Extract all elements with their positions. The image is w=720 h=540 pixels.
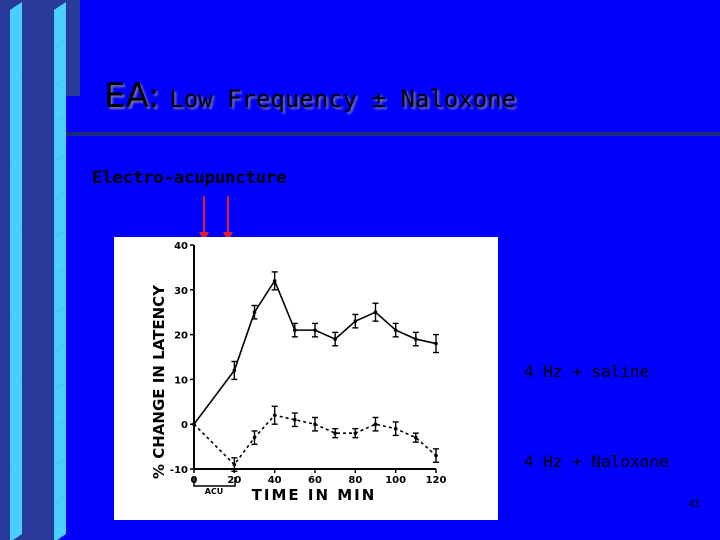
stripe-left xyxy=(10,192,22,238)
y-tick-label: 0 xyxy=(181,420,188,431)
legend-naloxone: 4 Hz + Naloxone xyxy=(524,452,669,471)
stripe-right xyxy=(54,154,66,200)
y-tick-label: 30 xyxy=(174,286,188,297)
data-point xyxy=(333,431,337,435)
data-point xyxy=(272,413,277,418)
y-tick-label: -10 xyxy=(170,465,188,476)
y-tick-label: 20 xyxy=(174,331,188,342)
data-point xyxy=(353,431,358,435)
stripe-left xyxy=(10,306,22,352)
latency-chart: % CHANGE IN LATENCY 40 30 20 10 0 -10 0 20 40 60… xyxy=(114,237,498,520)
data-point xyxy=(373,310,378,314)
stripe-right xyxy=(54,192,66,238)
data-point xyxy=(232,368,237,373)
y-axis-title: % CHANGE IN LATENCY xyxy=(150,284,168,479)
y-axis-label: % CHANGE IN LATENCY xyxy=(150,284,168,479)
data-point xyxy=(272,279,277,283)
stripe-right xyxy=(54,344,66,390)
y-tick-label: 10 xyxy=(174,375,188,386)
data-point xyxy=(232,462,237,467)
x-tick-label: 60 xyxy=(308,475,322,486)
stripe-right xyxy=(54,458,66,504)
stripe-right xyxy=(54,40,66,86)
data-point xyxy=(293,328,297,332)
slab-left xyxy=(0,96,60,540)
stripe-right xyxy=(54,78,66,124)
slide-title: EA: Low Frequency ± Naloxone xyxy=(104,76,516,116)
title-rest: Low Frequency ± Naloxone xyxy=(169,85,517,113)
stripe-right xyxy=(54,2,66,48)
axes xyxy=(193,245,436,470)
data-point xyxy=(252,310,257,314)
stripe-left xyxy=(10,344,22,390)
stripe-right xyxy=(54,420,66,466)
stripe-left xyxy=(10,230,22,276)
stripe-left xyxy=(10,420,22,466)
x-axis-title: TIME IN MIN xyxy=(252,486,377,504)
data-point xyxy=(333,337,337,341)
y-ticks: 40 30 20 10 0 -10 xyxy=(170,241,194,476)
x-tick-label: 80 xyxy=(348,475,362,486)
data-marks xyxy=(192,271,439,472)
title-prefix: EA: xyxy=(104,76,160,116)
series-line-2 xyxy=(193,414,437,466)
data-point xyxy=(414,337,418,341)
stripe-right xyxy=(54,496,66,540)
data-point xyxy=(313,328,317,332)
data-point xyxy=(353,319,358,323)
legend-saline: 4 Hz + saline xyxy=(524,362,650,381)
stripe-right xyxy=(54,116,66,162)
stripe-left xyxy=(10,382,22,428)
x-ticks: 0 20 40 60 80 100 120 xyxy=(191,469,447,486)
data-point xyxy=(313,422,317,426)
stripe-pattern xyxy=(10,2,66,540)
stripe-right xyxy=(54,268,66,314)
y-tick-label: 40 xyxy=(174,241,188,252)
data-point xyxy=(414,435,418,440)
stripe-left xyxy=(10,78,22,124)
acu-bracket: ACU xyxy=(193,477,236,496)
slide-subtitle: Electro-acupuncture xyxy=(92,168,287,188)
series-line-1 xyxy=(193,279,437,425)
data-point xyxy=(192,422,196,426)
stripe-right xyxy=(54,306,66,352)
stripe-right xyxy=(54,230,66,276)
data-point xyxy=(373,422,378,426)
x-tick-label: 120 xyxy=(426,475,447,486)
page-number: 41 xyxy=(688,498,701,510)
stripe-right xyxy=(54,382,66,428)
stripe-left xyxy=(10,458,22,504)
data-point xyxy=(293,417,297,422)
data-point xyxy=(434,341,438,346)
stripe-left xyxy=(10,154,22,200)
data-point xyxy=(393,328,398,332)
x-tick-label: 40 xyxy=(268,475,282,486)
stripe-left xyxy=(10,116,22,162)
data-point xyxy=(252,435,257,440)
stripe-left xyxy=(10,496,22,540)
stripe-left xyxy=(10,2,22,48)
acu-label: ACU xyxy=(205,487,224,496)
stripe-left xyxy=(10,268,22,314)
title-divider xyxy=(52,132,720,136)
stripe-left xyxy=(10,40,22,86)
data-point xyxy=(393,426,398,431)
x-tick-label: 100 xyxy=(385,475,406,486)
data-point xyxy=(434,453,438,458)
